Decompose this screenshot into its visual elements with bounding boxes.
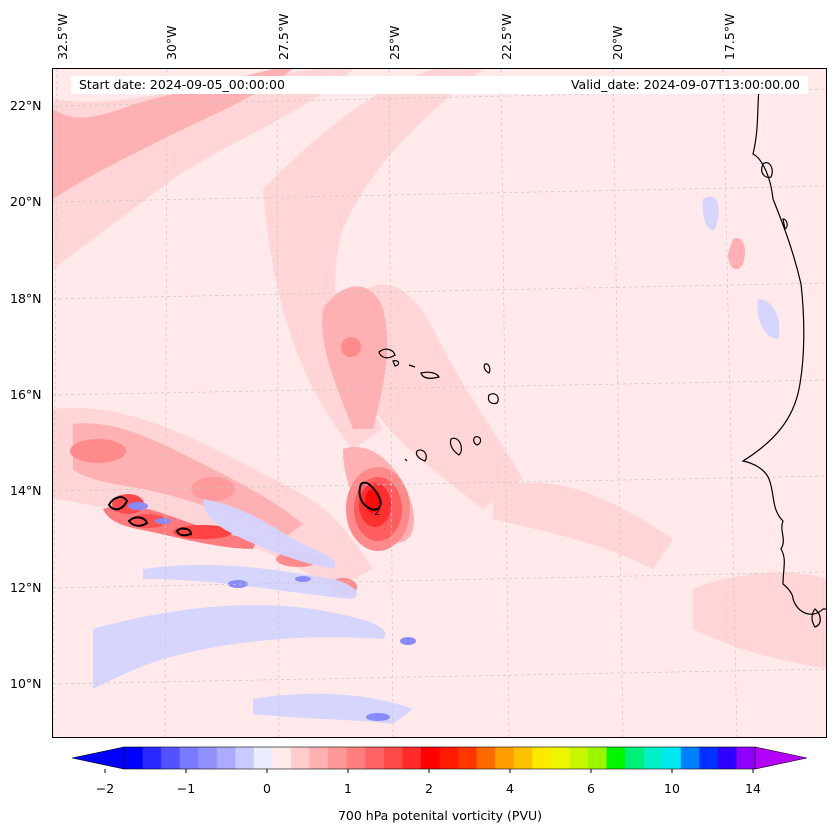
colorbar-segment xyxy=(253,747,273,769)
lon-label-20w: 20°W xyxy=(610,25,625,60)
colorbar-segment xyxy=(420,747,440,769)
pv-stronger-negative-areas xyxy=(128,502,416,721)
colorbar-segment xyxy=(717,747,737,769)
colorbar-segment xyxy=(513,747,533,769)
date-banner: Start date: 2024-09-05_00:00:00 Valid_da… xyxy=(71,76,808,94)
cape-verde-islands xyxy=(378,348,499,462)
colorbar xyxy=(71,746,808,773)
lon-label-17-5w: 17.5°W xyxy=(722,13,737,60)
lon-label-25w: 25°W xyxy=(387,25,402,60)
lat-label-16n: 16°N xyxy=(10,387,42,402)
map-gridlines xyxy=(53,69,826,737)
colorbar-segment xyxy=(291,747,311,769)
colorbar-tick-neg2: −2 xyxy=(95,781,115,796)
colorbar-segment xyxy=(699,747,719,769)
colorbar-segment xyxy=(625,747,645,769)
lon-label-27-5w: 27.5°W xyxy=(276,13,291,60)
colorbar-ticks xyxy=(104,769,754,773)
colorbar-tick-10: 10 xyxy=(664,781,680,796)
colorbar-tick-6: 6 xyxy=(587,781,595,796)
colorbar-segment xyxy=(680,747,700,769)
colorbar-segment xyxy=(606,747,626,769)
colorbar-segment xyxy=(402,747,422,769)
lat-label-10n: 10°N xyxy=(10,676,42,691)
pv-contour-lines xyxy=(107,481,382,537)
colorbar-segment xyxy=(198,747,218,769)
lat-label-12n: 12°N xyxy=(10,580,42,595)
colorbar-segment xyxy=(495,747,515,769)
colorbar-segment xyxy=(179,747,199,769)
colorbar-tick-14: 14 xyxy=(745,781,761,796)
colorbar-segment xyxy=(216,747,236,769)
colorbar-segment xyxy=(309,747,329,769)
colorbar-segment xyxy=(346,747,366,769)
colorbar-label: 700 hPa potenital vorticity (PVU) xyxy=(337,808,543,823)
valid-date-label: Valid_date: 2024-09-07T13:00:00.00 xyxy=(570,77,800,92)
pv-negative-areas xyxy=(93,196,780,724)
colorbar-segment xyxy=(662,747,682,769)
colorbar-segment xyxy=(124,747,144,769)
colorbar-segment xyxy=(532,747,552,769)
colorbar-segment xyxy=(383,747,403,769)
contour-value-label: 2 xyxy=(374,507,380,518)
coastline xyxy=(741,88,826,628)
colorbar-tick-4: 4 xyxy=(506,781,514,796)
lat-label-20n: 20°N xyxy=(10,194,42,209)
lon-label-30w: 30°W xyxy=(164,25,179,60)
colorbar-segment xyxy=(569,747,589,769)
colorbar-segment xyxy=(587,747,608,769)
lat-label-18n: 18°N xyxy=(10,291,42,306)
colorbar-segment xyxy=(550,747,570,769)
colorbar-segment xyxy=(161,747,181,769)
colorbar-tick-2: 2 xyxy=(425,781,433,796)
colorbar-segment xyxy=(328,747,348,769)
colorbar-tick-0: 0 xyxy=(263,781,271,796)
start-date-label: Start date: 2024-09-05_00:00:00 xyxy=(79,77,285,92)
lat-label-14n: 14°N xyxy=(10,483,42,498)
lon-label-32-5w: 32.5°W xyxy=(55,13,70,60)
lat-label-22n: 22°N xyxy=(10,98,42,113)
colorbar-segment xyxy=(235,747,255,769)
colorbar-extend-low xyxy=(71,746,125,770)
colorbar-tick-1: 1 xyxy=(344,781,352,796)
colorbar-segment xyxy=(365,747,385,769)
colorbar-segment xyxy=(272,747,292,769)
colorbar-segment xyxy=(142,747,162,769)
lon-label-22-5w: 22.5°W xyxy=(499,13,514,60)
colorbar-tick-neg1: −1 xyxy=(176,781,196,796)
colorbar-extend-high xyxy=(754,746,808,770)
colorbar-segment xyxy=(643,747,663,769)
colorbar-segment xyxy=(476,747,496,769)
colorbar-segments xyxy=(123,746,756,770)
pv-strong-positive-areas xyxy=(70,337,410,596)
colorbar-segment xyxy=(439,747,459,769)
pv-field-map: 2 xyxy=(53,69,826,737)
map-plot-area[interactable]: 2 xyxy=(52,68,827,738)
colorbar-segment xyxy=(736,747,756,769)
colorbar-segment xyxy=(458,747,478,769)
